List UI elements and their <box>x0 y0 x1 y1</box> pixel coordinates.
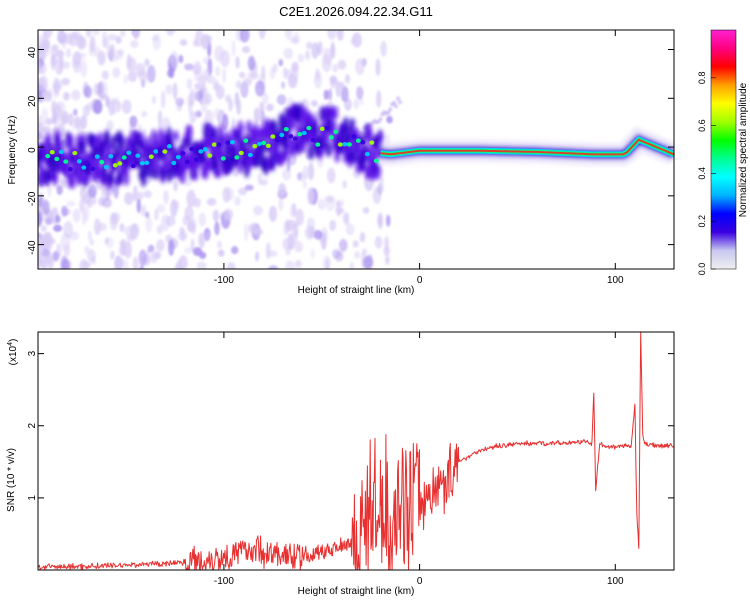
colorbar-tick-label: 0.8 <box>697 72 707 85</box>
y-tick-label: 1 <box>27 495 38 501</box>
colorbar-tick-label: 0.2 <box>697 215 707 228</box>
y-tick-label: 20 <box>27 95 38 107</box>
colorbar-scale <box>710 29 737 270</box>
x-tick-label: 0 <box>417 576 423 587</box>
snr-scale-exponent: 4 <box>7 342 14 346</box>
spectrogram-scatter-noise <box>38 30 403 269</box>
y-tick-label: -40 <box>27 240 38 255</box>
snr-series-line <box>38 332 674 570</box>
spectrogram-axis-ticks: -100 0 100 -40 -20 0 20 40 <box>27 30 674 286</box>
x-tick-label: 0 <box>417 275 423 286</box>
y-tick-label: -20 <box>27 191 38 206</box>
x-tick-label: -100 <box>214 275 234 286</box>
snr-axis-ticks: -100 0 100 1 2 3 <box>27 332 674 587</box>
snr-scale-factor: (x104) <box>7 339 19 366</box>
spectrogram-y-axis-label: Frequency (Hz) <box>7 116 18 185</box>
x-tick-label: 100 <box>607 275 624 286</box>
colorbar: 0.0 0.2 0.4 0.6 0.8 Normalized spectral ampl… <box>697 29 749 276</box>
colorbar-tick-label: 0.6 <box>697 119 707 132</box>
colorbar-tick-label: 0.0 <box>697 263 707 276</box>
spectrogram-frame <box>37 29 675 270</box>
snr-plot-area <box>38 332 674 570</box>
y-tick-label: 0 <box>27 147 38 153</box>
figure-title: C2E1.2026.094.22.34.G11 <box>279 4 433 19</box>
snr-panel: -100 0 100 1 2 3 Height of straight line (km)… <box>6 331 675 597</box>
spectrogram-signal-core <box>45 125 674 172</box>
x-tick-label: 100 <box>607 576 624 587</box>
y-tick-label: 3 <box>27 350 38 356</box>
snr-y-axis-label: SNR (10 * v/v) <box>6 448 17 512</box>
y-tick-label: 2 <box>27 423 38 429</box>
spectrogram-x-axis-label: Height of straight line (km) <box>298 285 415 296</box>
snr-scale-close: ) <box>8 339 19 342</box>
colorbar-ticks: 0.0 0.2 0.4 0.6 0.8 <box>697 72 716 276</box>
x-tick-label: -100 <box>214 576 234 587</box>
snr-frame <box>37 331 675 571</box>
spectrogram-panel: -100 0 100 -40 -20 0 20 40 Height of straight l… <box>7 29 675 296</box>
colorbar-tick-label: 0.4 <box>697 167 707 180</box>
snr-x-axis-label: Height of straight line (km) <box>298 586 415 597</box>
y-tick-label: 40 <box>27 47 38 59</box>
spectrogram-heatmap <box>38 30 674 269</box>
colorbar-label: Normalized spectral amplitude <box>738 82 749 217</box>
